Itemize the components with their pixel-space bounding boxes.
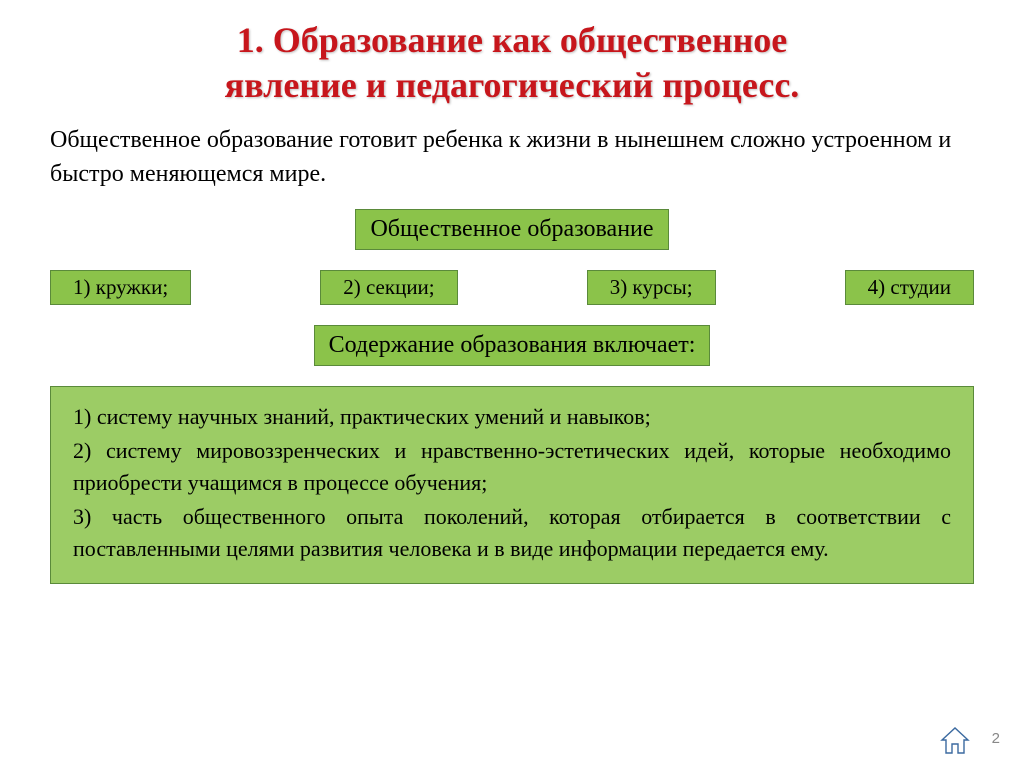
category-box-3: 3) курсы; [587,270,716,305]
main-concept-box: Общественное образование [355,209,668,250]
includes-heading-box: Содержание образования включает: [314,325,711,366]
slide-subtitle: Общественное образование готовит ребенка… [50,124,974,191]
home-icon[interactable] [938,723,972,757]
category-box-2: 2) секции; [320,270,457,305]
content-line-3: 3) часть общественного опыта поколений, … [73,501,951,565]
category-box-1: 1) кружки; [50,270,191,305]
title-line1: 1. Образование как общественное [237,20,788,60]
page-number: 2 [992,730,1000,747]
content-line-1: 1) систему научных знаний, практических … [73,401,951,433]
title-line2: явление и педагогический процесс. [225,65,800,105]
category-box-4: 4) студии [845,270,974,305]
content-line-2: 2) систему мировоззренческих и нравствен… [73,435,951,499]
content-list-box: 1) систему научных знаний, практических … [50,386,974,583]
home-icon-path [942,728,968,753]
slide-title: 1. Образование как общественное явление … [50,18,974,108]
category-row: 1) кружки; 2) секции; 3) курсы; 4) студи… [50,270,974,305]
